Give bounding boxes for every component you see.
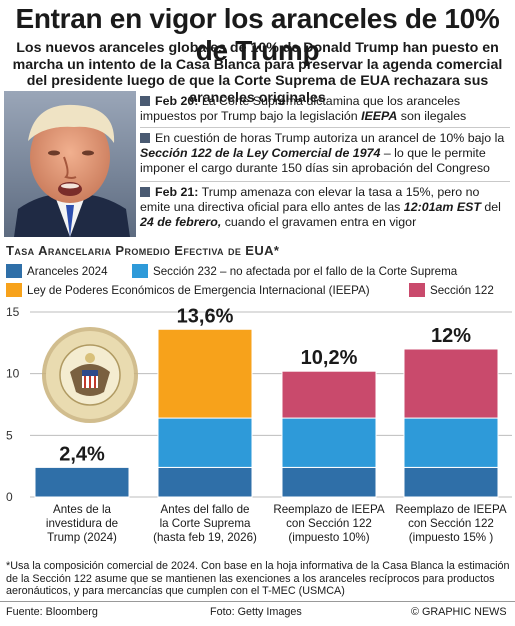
event-text-end: – lo que le permite imponer el cargo dur… [140,146,490,175]
category-label-line: con Sección 122 [286,517,372,530]
page-subtitle: Los nuevos aranceles globales de 10% de … [12,40,503,106]
bar-segment [157,466,253,498]
source-credit: Fuente: Bloomberg [6,606,98,618]
legend-label: Sección 232 – no afectada por el fallo d… [153,265,458,278]
bar-segment [281,370,377,419]
event-text: Trump amenaza con elevar la tasa a 15%, … [140,185,480,214]
page-title: Entran en vigor los aranceles de 10% de … [15,3,500,66]
footer-divider [0,601,515,602]
event-feb-21: Feb 21: Trump amenaza con elevar la tasa… [140,185,510,230]
event-text-end: cuando el gravamen entra en vigor [221,215,417,229]
category-label: Reemplazo de IEEPA con Sección 122 (impues… [267,503,391,545]
category-label-line: investidura de [45,517,119,530]
legend-swatch [6,264,22,278]
legend-swatch [6,283,22,297]
category-label-line: con Sección 122 [408,517,494,530]
event-emphasis-2: 24 de febrero, [140,215,222,229]
legend-swatch [132,264,148,278]
category-label-line: Reemplazo de IEEPA [273,503,385,516]
legend-label: Ley de Poderes Económicos de Emergencia … [27,284,370,297]
event-feb-20: Feb 20: La Corte Suprema dictamina que l… [140,94,510,124]
category-label-line: (impuesto 15% ) [408,531,494,544]
event-emphasis: IEEPA [361,109,398,123]
event-divider [140,127,510,128]
event-text: La Corte Suprema dictamina que los aranc… [140,94,461,123]
bar-segment [34,466,130,498]
legend-item-seccion-122: Sección 122 [409,281,494,301]
category-label-line: (hasta feb 19, 2026) [153,531,257,544]
bar-segment [281,417,377,468]
legend-item-ieepa: Ley de Poderes Económicos de Emergencia … [6,281,370,301]
chart-legend-row-1: Aranceles 2024 Sección 232 – no afectada… [4,262,511,282]
bar-segment [403,466,499,498]
event-text-mid: del [480,200,501,214]
event-text-end: son ilegales [397,109,467,123]
category-label-line: Antes de la [52,503,111,516]
bar-total-label: 2,4% [59,443,105,465]
category-label: Antes del fallo de la Corte Suprema (hasta… [143,503,267,545]
event-text: En cuestión de horas Trump autoriza un a… [155,131,505,145]
category-label-line: la Corte Suprema [159,517,251,530]
category-label-line: Trump (2024) [47,531,117,544]
bar-total-label: 12% [431,325,471,347]
bar-segment [281,466,377,498]
y-tick-label: 10 [6,367,20,381]
bar-segment [403,417,499,468]
bullet-square-icon [140,187,150,197]
event-divider [140,181,510,182]
event-emphasis: Sección 122 de la Ley Comercial de 1974 [140,146,381,160]
category-label: Antes de la investidura de Trump (2024) [20,503,144,545]
event-emphasis: 12:01am EST [403,200,481,214]
event-date: Feb 21: [155,185,199,199]
category-label-line: (impuesto 10%) [288,531,370,544]
chart-legend-row-2: Ley de Poderes Económicos de Emergencia … [4,281,511,301]
category-label-line: Antes del fallo de [160,503,250,516]
bar-total-label: 13,6% [177,305,234,327]
event-section-122: En cuestión de horas Trump autoriza un a… [140,131,510,176]
bullet-square-icon [140,96,150,106]
stacked-bar-chart: 2,4% 13,6% 10,2% 12% 0 5 10 15 [6,305,512,504]
y-tick-label: 5 [6,428,13,442]
legend-item-aranceles-2024: Aranceles 2024 [6,262,108,282]
chart-title: Tasa Arancelaria Promedio Efectiva de EU… [6,243,280,258]
publisher-credit: © GRAPHIC NEWS [411,606,507,618]
bar-total-label: 10,2% [301,347,358,369]
legend-label: Sección 122 [430,284,494,297]
category-label-line: Reemplazo de IEEPA [395,503,507,516]
supreme-court-seal-icon [42,327,138,423]
y-tick-label: 0 [6,490,13,504]
photo-illustration [4,91,136,237]
event-date: Feb 20: [155,94,199,108]
legend-item-seccion-232: Sección 232 – no afectada por el fallo d… [132,262,457,282]
bullet-square-icon [140,133,150,143]
y-tick-label: 15 [6,305,20,319]
bar-segment [157,417,253,468]
bar-segment [157,328,253,419]
legend-swatch [409,283,425,297]
photo-credit: Foto: Getty Images [210,606,302,618]
category-label: Reemplazo de IEEPA con Sección 122 (impues… [389,503,513,545]
legend-label: Aranceles 2024 [27,265,108,278]
chart-footnote: *Usa la composición comercial de 2024. C… [6,560,510,598]
bar-segment [403,348,499,419]
trump-photo [4,91,136,237]
